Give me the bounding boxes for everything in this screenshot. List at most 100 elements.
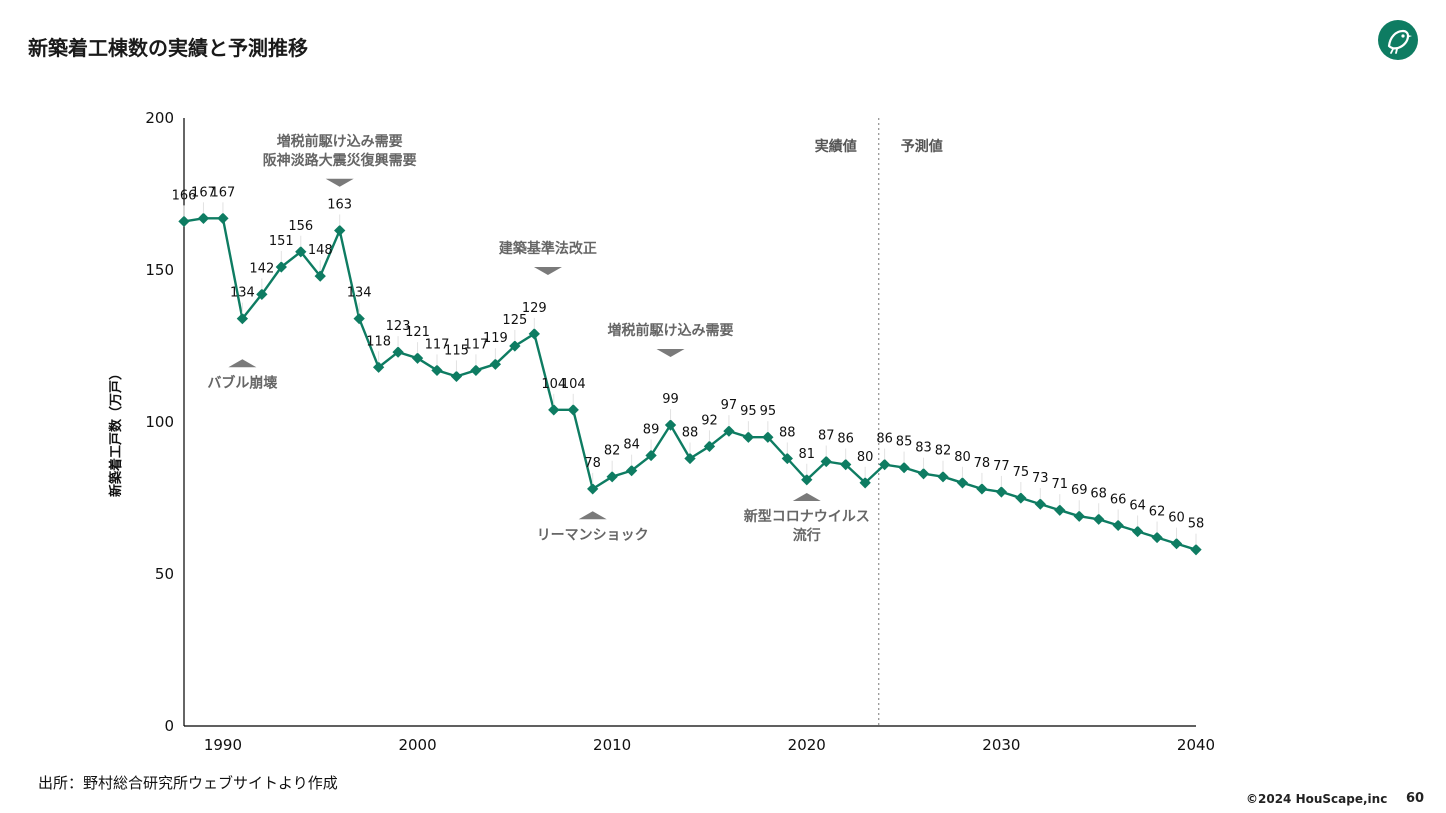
- annotation-arrow-up: [792, 493, 821, 502]
- data-label: 85: [896, 435, 913, 450]
- actual-forecast-divider: 実績値 予測値: [815, 118, 943, 726]
- data-point: [256, 288, 268, 300]
- copyright: ©2024 HouScape,inc: [1246, 792, 1388, 806]
- y-tick-label: 50: [155, 565, 174, 583]
- data-point: [898, 461, 910, 474]
- data-label: 99: [662, 392, 679, 407]
- data-label: 88: [682, 425, 699, 440]
- data-point: [1151, 531, 1163, 544]
- data-label: 125: [502, 313, 527, 328]
- data-point: [917, 468, 930, 480]
- chart-axes: 0 50 100 150 200 1990 2000 2010 2020 2030 2040 新築着工…: [108, 109, 1215, 754]
- data-point: [470, 364, 482, 376]
- annotation-text: 新型コロナウイルス: [744, 508, 870, 525]
- event-annotations: 増税前駆け込み需要阪神淡路大震災復興需要バブル崩壊建築基準法改正増税前駆け込み需…: [207, 133, 869, 544]
- data-point: [528, 328, 540, 340]
- data-label: 92: [701, 413, 718, 428]
- data-label: 64: [1129, 498, 1146, 513]
- series-line: [183, 217, 1197, 551]
- data-label: 118: [366, 334, 391, 349]
- data-point: [1073, 510, 1085, 522]
- data-label: 77: [993, 459, 1010, 474]
- data-label: 163: [327, 197, 352, 212]
- y-tick-label: 0: [164, 717, 174, 735]
- data-label: 60: [1168, 511, 1185, 526]
- data-label: 82: [604, 444, 621, 459]
- data-label: 115: [444, 343, 469, 358]
- data-point: [664, 419, 677, 431]
- data-point: [431, 364, 443, 376]
- region-label-forecast: 予測値: [901, 138, 943, 155]
- series-points: [178, 212, 1202, 556]
- annotation-arrow-up: [578, 511, 607, 520]
- data-point: [567, 404, 579, 416]
- data-point: [1034, 498, 1046, 510]
- source-note: 出所：野村総合研究所ウェブサイトより作成: [38, 774, 338, 792]
- data-label: 151: [269, 234, 294, 249]
- data-label: 62: [1149, 505, 1166, 520]
- data-point: [1093, 513, 1105, 525]
- data-point: [1015, 492, 1027, 504]
- data-label: 83: [915, 441, 932, 456]
- data-point: [217, 212, 229, 224]
- data-point: [587, 483, 599, 495]
- annotation-text: 流行: [793, 527, 821, 544]
- data-label: 129: [522, 301, 547, 316]
- data-point: [411, 352, 424, 364]
- data-label: 121: [405, 325, 430, 340]
- data-point: [684, 452, 696, 465]
- data-point: [840, 458, 852, 471]
- data-point: [976, 483, 988, 495]
- data-point: [820, 455, 832, 468]
- x-tick-label: 2040: [1177, 736, 1215, 754]
- data-label: 71: [1051, 477, 1068, 492]
- data-point: [334, 224, 346, 237]
- y-axis-label: 新築着工戸数（万戸）: [108, 367, 124, 497]
- data-label: 81: [798, 447, 815, 462]
- data-label: 88: [779, 425, 796, 440]
- y-tick-label: 200: [145, 109, 174, 127]
- data-label: 119: [483, 331, 508, 346]
- annotation-arrow-down: [656, 349, 685, 358]
- data-label: 97: [721, 398, 738, 413]
- annotation-arrow-down: [533, 266, 562, 275]
- data-label: 78: [584, 456, 601, 471]
- data-label: 66: [1110, 492, 1127, 507]
- data-point: [178, 215, 190, 228]
- data-point: [606, 471, 618, 483]
- annotation: リーマンショック: [537, 511, 649, 543]
- annotation-text: バブル崩壊: [207, 374, 278, 391]
- data-label: 156: [288, 219, 313, 234]
- annotation: 建築基準法改正: [499, 240, 597, 275]
- x-tick-label: 2030: [982, 736, 1020, 754]
- data-point: [236, 312, 249, 325]
- x-tick-label: 2020: [788, 736, 826, 754]
- data-label: 95: [760, 404, 777, 419]
- data-point: [937, 471, 949, 483]
- data-point: [1190, 544, 1202, 556]
- data-label: 82: [935, 444, 952, 459]
- data-label: 73: [1032, 471, 1049, 486]
- annotation-text: 増税前駆け込み需要: [608, 322, 734, 339]
- data-label: 148: [308, 243, 333, 258]
- data-label: 166: [172, 188, 197, 203]
- data-label: 104: [541, 377, 566, 392]
- data-point: [197, 212, 210, 224]
- annotation-text: 増税前駆け込み需要: [277, 133, 403, 150]
- data-label: 58: [1188, 517, 1205, 532]
- data-point: [645, 449, 657, 462]
- x-tick-label: 2000: [398, 736, 436, 754]
- data-label: 142: [249, 261, 274, 276]
- data-point: [781, 452, 793, 465]
- data-point: [742, 431, 755, 443]
- data-point: [956, 477, 969, 489]
- data-label: 104: [561, 377, 586, 392]
- annotation: 増税前駆け込み需要: [608, 322, 734, 358]
- annotation-arrow-up: [228, 359, 257, 368]
- data-label: 167: [191, 185, 216, 200]
- data-label: 84: [623, 438, 640, 453]
- data-label: 80: [857, 450, 874, 465]
- data-point: [703, 440, 716, 452]
- data-point: [1054, 504, 1066, 516]
